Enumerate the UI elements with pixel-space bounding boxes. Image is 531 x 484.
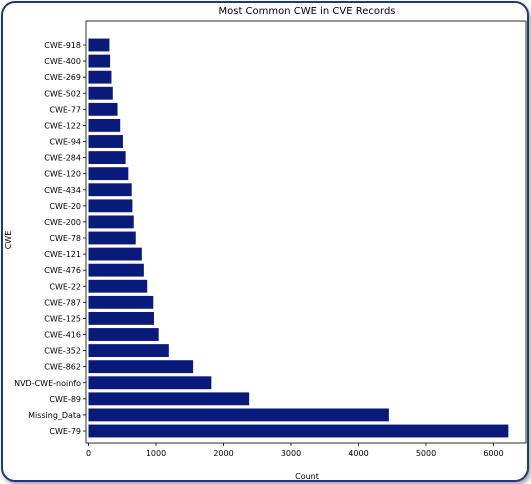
y-tick-label: CWE-502	[44, 89, 81, 98]
bar-cwe-22	[88, 279, 148, 293]
y-tick-label: CWE-121	[44, 250, 81, 259]
y-tick-label: CWE-122	[44, 121, 81, 130]
y-tick-label: CWE-862	[44, 363, 81, 372]
bar-cwe-121	[88, 247, 142, 261]
y-tick-label: CWE-269	[44, 73, 81, 82]
y-tick-label: CWE-416	[44, 331, 81, 340]
y-tick-label: Missing_Data	[28, 411, 81, 420]
y-tick-label: CWE-94	[49, 138, 81, 147]
bar-cwe-77	[88, 102, 118, 116]
bar-cwe-269	[88, 70, 112, 84]
bar-cwe-200	[88, 215, 134, 229]
y-tick-label: CWE-79	[49, 427, 81, 436]
bar-cwe-918	[88, 38, 110, 52]
chart-title: Most Common CWE in CVE Records	[218, 6, 395, 17]
y-tick-label: CWE-284	[44, 154, 81, 163]
bar-chart: Most Common CWE in CVE Records CWE-79 Mis…	[4, 6, 527, 480]
x-axis-label: Count	[295, 472, 319, 480]
bar-cwe-434	[88, 183, 132, 197]
bar-cwe-284	[88, 151, 126, 165]
bar-cwe-125	[88, 311, 154, 325]
x-tick-label: 6000	[483, 449, 503, 458]
bar-cwe-787	[88, 295, 154, 309]
y-tick-label: CWE-434	[44, 186, 81, 195]
y-tick-label: CWE-352	[44, 347, 81, 356]
y-tick-label: CWE-120	[44, 170, 81, 179]
y-tick-label: CWE-78	[49, 234, 81, 243]
x-tick-label: 5000	[416, 449, 436, 458]
y-tick-label: CWE-787	[44, 298, 81, 307]
bar-cwe-416	[88, 328, 159, 341]
y-tick-label: NVD-CWE-noinfo	[14, 379, 81, 388]
bar-cwe-89	[88, 392, 250, 406]
bar-cwe-862	[88, 360, 194, 374]
y-tick-label: CWE-200	[44, 218, 81, 227]
bar-cwe-120	[88, 167, 129, 181]
bar-cwe-502	[88, 86, 113, 100]
plot-area-frame	[85, 20, 527, 444]
y-tick-label: CWE-20	[49, 202, 81, 211]
y-tick-label: CWE-77	[49, 105, 81, 114]
x-tick-label: 2000	[213, 449, 233, 458]
bar-cwe-20	[88, 199, 133, 213]
bar-cwe-400	[88, 54, 111, 68]
bar-cwe-78	[88, 231, 136, 245]
bar-cwe-476	[88, 263, 144, 277]
y-tick-label: CWE-125	[44, 314, 81, 323]
bar-cwe-79	[88, 424, 509, 438]
y-axis-label: CWE	[4, 231, 13, 250]
y-tick-label: CWE-400	[44, 57, 81, 66]
x-tick-label: 1000	[146, 449, 166, 458]
y-tick-label: CWE-918	[44, 41, 81, 50]
bar-cwe-94	[88, 135, 123, 148]
x-tick-label: 3000	[281, 449, 301, 458]
bar-cwe-352	[88, 344, 169, 358]
bar-cwe-122	[88, 118, 121, 132]
bar-missing_data	[88, 408, 389, 422]
y-tick-label: CWE-89	[49, 395, 81, 404]
y-tick-label: CWE-22	[49, 282, 81, 291]
x-tick-label: 0	[86, 449, 91, 458]
y-tick-label: CWE-476	[44, 266, 81, 275]
bar-nvd-cwe-noinfo	[88, 376, 212, 390]
x-tick-label: 4000	[348, 449, 368, 458]
